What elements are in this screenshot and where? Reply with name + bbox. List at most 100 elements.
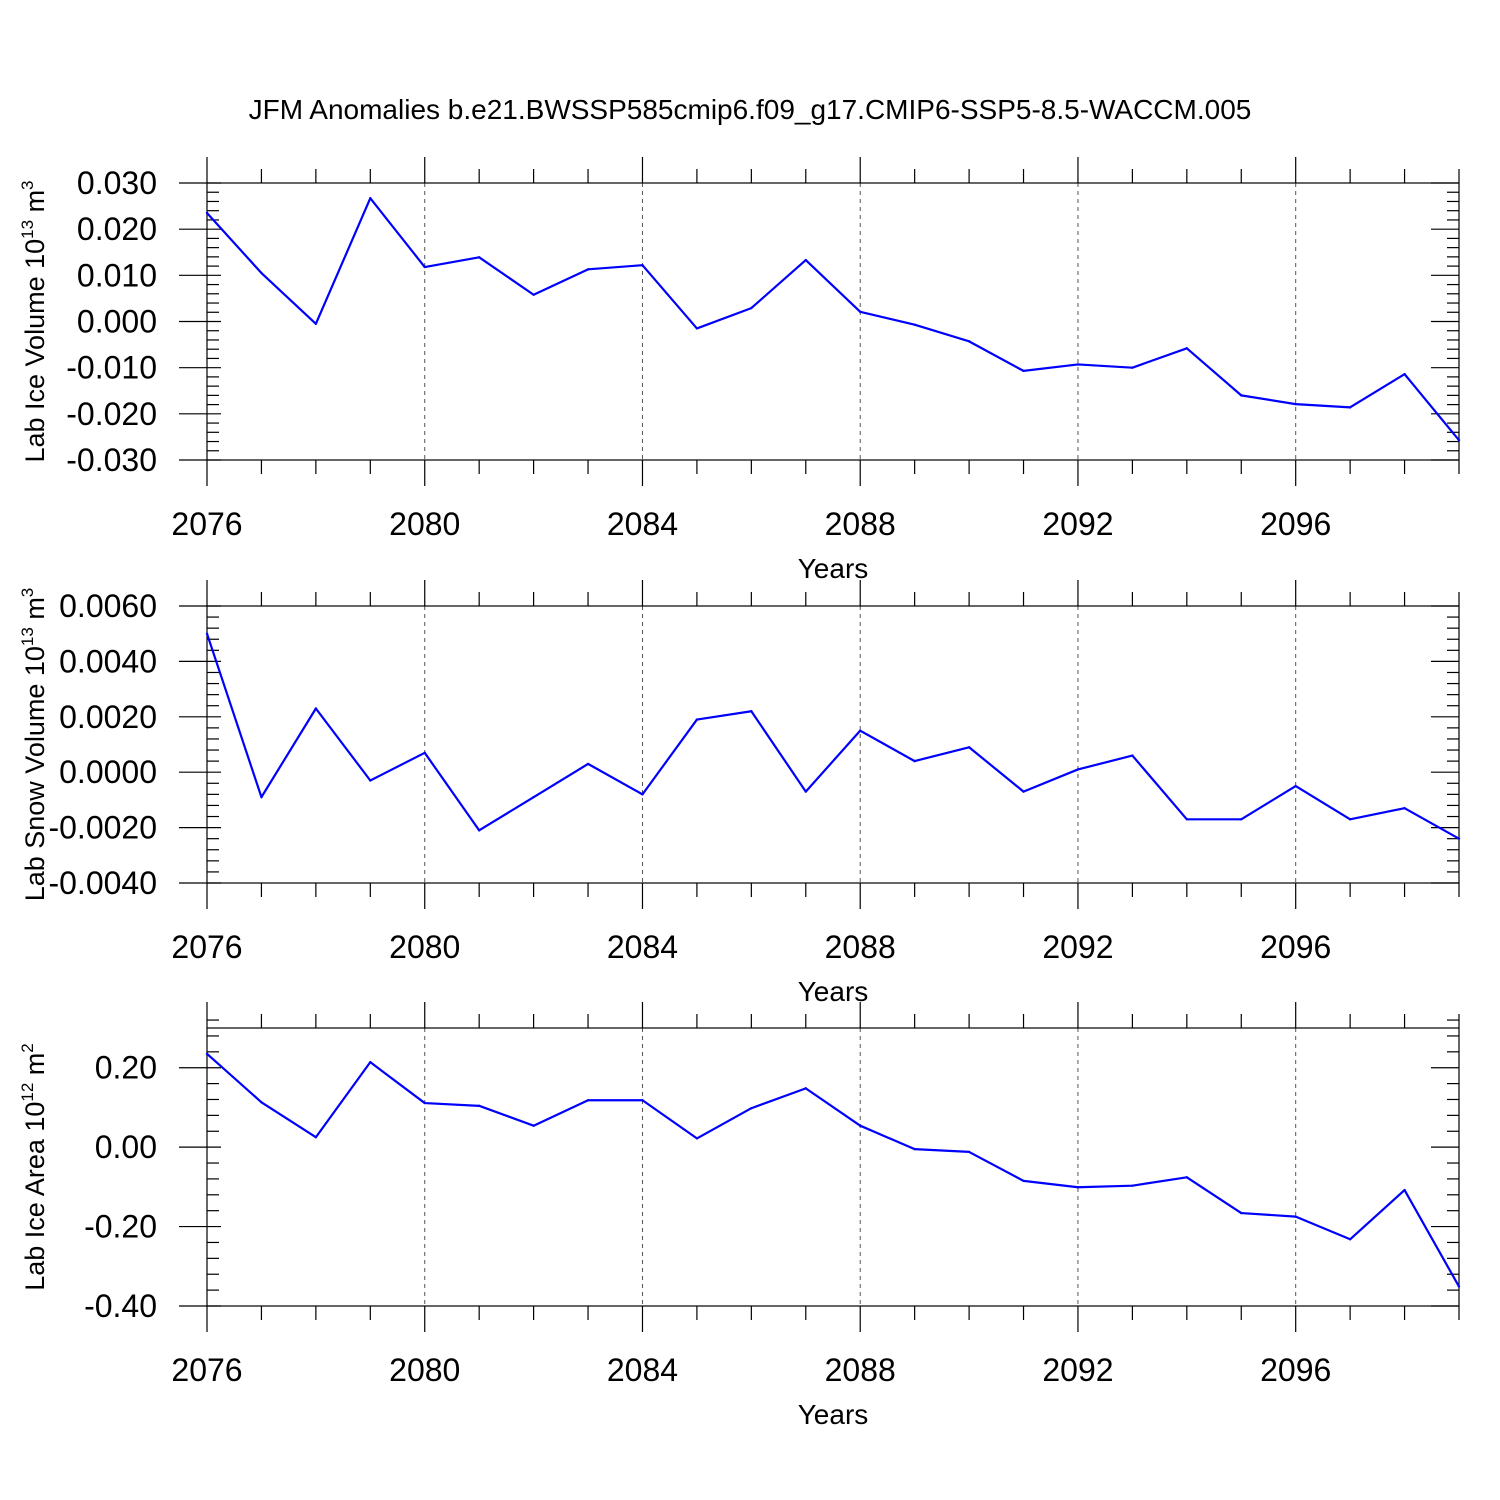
data-point <box>750 710 753 713</box>
data-point <box>1022 1179 1025 1183</box>
y-tick-label: 0.010 <box>77 257 157 293</box>
data-point <box>1348 406 1352 409</box>
y-tick-label: -0.020 <box>66 396 157 432</box>
data-point <box>205 632 209 635</box>
data-point <box>586 762 590 766</box>
data-point <box>423 265 426 269</box>
y-tick-label: -0.20 <box>84 1209 157 1245</box>
data-point <box>1348 818 1352 821</box>
data-point <box>1076 768 1080 771</box>
data-point <box>1240 394 1243 397</box>
data-point <box>641 793 644 796</box>
data-point <box>1022 369 1025 373</box>
x-axis-label: Years <box>798 553 869 584</box>
data-point <box>369 197 372 200</box>
data-point <box>1185 347 1189 350</box>
y-tick-label: -0.40 <box>84 1288 157 1324</box>
data-point <box>1403 372 1406 376</box>
panel-1: 2076 2080 2084 2088 2092 2096 0.030 0.020 0.010 0… <box>18 157 1461 584</box>
data-point <box>1348 1238 1352 1241</box>
data-point <box>314 322 318 326</box>
data-point <box>205 211 209 215</box>
data-point <box>1185 1176 1189 1179</box>
plot-frame <box>206 605 1460 884</box>
x-tick-label: 2080 <box>389 929 460 965</box>
data-point <box>913 1147 916 1151</box>
data-point <box>913 759 916 763</box>
y-tick-label: -0.0020 <box>48 810 157 846</box>
data-point <box>1131 1184 1134 1187</box>
data-point <box>967 1150 971 1154</box>
data-point <box>369 1060 372 1064</box>
figure-title: JFM Anomalies b.e21.BWSSP585cmip6.f09_g1… <box>249 94 1252 125</box>
data-point <box>1457 438 1461 442</box>
chart-panels: 2076 2080 2084 2088 2092 2096 0.030 0.020 0.010 0… <box>18 157 1461 1430</box>
data-point <box>314 707 318 710</box>
x-tick-label: 2088 <box>825 506 896 542</box>
x-tick-label: 2076 <box>171 506 242 542</box>
data-point <box>260 1101 263 1104</box>
x-tick-label: 2084 <box>607 1352 678 1388</box>
x-tick-label: 2096 <box>1260 1352 1331 1388</box>
data-point <box>1403 1188 1406 1192</box>
data-point <box>695 1137 699 1140</box>
data-point <box>477 1104 481 1108</box>
data-point <box>260 795 263 799</box>
data-point <box>314 1136 318 1139</box>
y-tick-label: -0.030 <box>66 442 157 478</box>
plot-frame <box>206 182 1460 461</box>
data-point <box>1240 1211 1243 1215</box>
data-point <box>1022 790 1025 793</box>
x-tick-label: 2092 <box>1042 506 1113 542</box>
data-point <box>695 327 699 330</box>
y-tick-label: 0.0020 <box>59 699 157 735</box>
data-point <box>1294 784 1297 788</box>
y-tick-label: 0.0060 <box>59 588 157 624</box>
x-tick-label: 2084 <box>607 506 678 542</box>
data-point <box>859 729 862 732</box>
data-point <box>1403 807 1406 810</box>
y-tick-label: 0.20 <box>95 1050 157 1086</box>
plot-frame <box>206 1027 1460 1307</box>
data-point <box>967 746 971 749</box>
data-point <box>1185 818 1189 821</box>
data-point <box>804 1087 807 1090</box>
data-point <box>750 306 753 310</box>
data-point <box>695 718 699 721</box>
x-tick-label: 2096 <box>1260 929 1331 965</box>
x-tick-label: 2076 <box>171 929 242 965</box>
panel-2: 2076 2080 2084 2088 2092 2096 0.0060 0.0040 0.00… <box>18 580 1461 1007</box>
data-point <box>532 1124 535 1127</box>
y-axis-label: Lab Ice Volume 1013 m3 <box>18 180 50 462</box>
data-point <box>260 271 263 275</box>
x-tick-label: 2084 <box>607 929 678 965</box>
data-point <box>967 340 971 343</box>
series-line <box>206 197 1460 441</box>
data-point <box>423 1101 426 1105</box>
x-tick-label: 2080 <box>389 1352 460 1388</box>
x-axis-label: Years <box>798 976 869 1007</box>
y-tick-label: 0.0000 <box>59 754 157 790</box>
x-tick-label: 2088 <box>825 929 896 965</box>
data-point <box>477 829 481 832</box>
series-line <box>206 1052 1460 1288</box>
y-tick-label: 0.030 <box>77 165 157 201</box>
x-tick-label: 2096 <box>1260 506 1331 542</box>
data-point <box>477 256 481 259</box>
data-point <box>804 790 807 793</box>
data-point <box>586 268 590 271</box>
data-point <box>423 751 426 755</box>
y-tick-label: 0.0040 <box>59 643 157 679</box>
data-point <box>1240 818 1243 821</box>
data-point <box>1131 754 1134 757</box>
data-point <box>859 1124 862 1127</box>
data-point <box>1457 1285 1461 1288</box>
data-point <box>1131 366 1134 369</box>
y-tick-label: 0.020 <box>77 211 157 247</box>
data-point <box>750 1107 753 1110</box>
panel-3: 2076 2080 2084 2088 2092 2096 0.20 0.00 -0.20 -0.… <box>18 1002 1461 1430</box>
x-tick-label: 2092 <box>1042 929 1113 965</box>
y-tick-label: 0.000 <box>77 304 157 340</box>
data-point <box>1294 1215 1297 1218</box>
